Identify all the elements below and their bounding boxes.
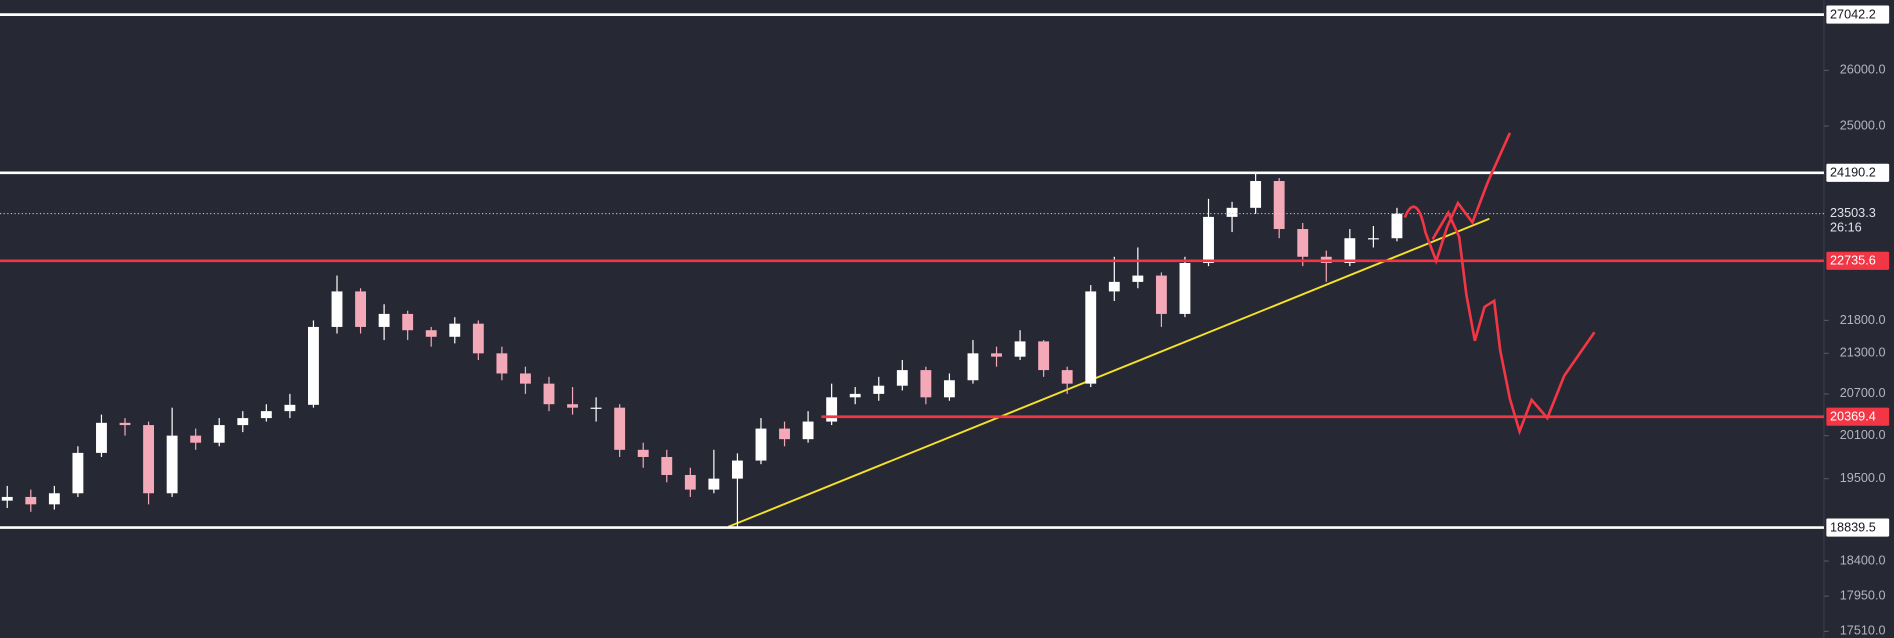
candle-body: [96, 422, 107, 453]
candle-body: [1014, 341, 1026, 357]
candle-body: [166, 435, 178, 494]
candle-body: [331, 291, 343, 327]
last-price-label: 23503.3: [1830, 206, 1876, 220]
candle-body: [190, 435, 202, 443]
y-tick-label: 21800.0: [1840, 313, 1886, 327]
candle-body: [755, 428, 767, 461]
candle-body: [896, 370, 908, 386]
forecast-up: [1403, 132, 1512, 266]
candle-body: [1, 496, 13, 501]
candle-body: [72, 452, 84, 494]
level-label-box: [1826, 163, 1890, 182]
candle-body: [1038, 341, 1050, 371]
last-price-box: [1826, 203, 1890, 236]
candle-body: [472, 323, 484, 354]
level-label: 22735.6: [1830, 254, 1876, 268]
candle-body: [1391, 213, 1403, 239]
candle-body: [1179, 263, 1191, 314]
y-tick-label: 20700.0: [1840, 386, 1886, 400]
y-tick-label: 20100.0: [1840, 428, 1886, 442]
candle-body: [119, 422, 131, 426]
candle-body: [943, 380, 955, 398]
candle-body: [496, 353, 508, 374]
trend-line: [728, 217, 1490, 528]
candle-body: [731, 460, 743, 479]
candle-body: [1108, 281, 1120, 292]
y-tick-label: 26000.0: [1840, 63, 1886, 77]
candle-body: [425, 330, 437, 337]
y-tick-label: 25000.0: [1840, 118, 1886, 132]
candle-body: [355, 291, 366, 327]
countdown: 26:16: [1830, 220, 1862, 234]
level-label-box: [1826, 251, 1890, 270]
candle-body: [308, 326, 319, 405]
candle-body: [1273, 181, 1285, 230]
candle-body: [684, 475, 696, 490]
candle-body: [1132, 275, 1144, 282]
y-tick-label: 17950.0: [1840, 589, 1886, 603]
candle-body: [143, 425, 155, 494]
candle-body: [802, 421, 814, 440]
candle-body: [991, 353, 1002, 357]
candle-body: [378, 313, 390, 327]
candle-body: [284, 404, 296, 412]
candle-body: [1203, 216, 1214, 264]
y-tick-label: 18400.0: [1840, 553, 1886, 567]
candle-body: [873, 385, 885, 394]
candle-body: [25, 496, 37, 505]
level-label: 27042.2: [1830, 8, 1876, 22]
candle-body: [449, 323, 461, 337]
level-label: 20369.4: [1830, 410, 1876, 424]
candle-body: [1061, 370, 1073, 384]
candle-body: [826, 397, 838, 422]
y-tick-label: 17510.0: [1840, 624, 1886, 638]
candle-body: [590, 407, 602, 409]
candle-body: [967, 353, 979, 381]
level-label: 18839.5: [1830, 520, 1876, 534]
candle-body: [661, 456, 673, 476]
level-label-box: [1826, 5, 1890, 24]
candle-body: [1297, 229, 1309, 257]
candle-body: [1250, 181, 1262, 208]
level-label: 24190.2: [1830, 166, 1876, 180]
candle-body: [708, 478, 720, 490]
candle-body: [402, 313, 414, 331]
candle-body: [237, 418, 249, 426]
candle-body: [260, 411, 272, 419]
forecast-down: [1431, 209, 1596, 436]
candle-body: [1155, 275, 1167, 314]
candle-body: [48, 493, 60, 505]
candle-body: [637, 449, 649, 457]
candle-body: [614, 407, 626, 450]
candle-body: [1367, 238, 1379, 240]
candle-body: [1344, 238, 1356, 264]
candle-body: [567, 404, 578, 408]
candle-body: [779, 428, 790, 440]
candle-body: [920, 370, 932, 398]
candle-body: [849, 393, 861, 398]
level-label-box: [1826, 518, 1890, 537]
candle-body: [213, 425, 225, 443]
y-tick-label: 21300.0: [1840, 346, 1886, 360]
y-tick-label: 19500.0: [1840, 471, 1886, 485]
candle-body: [520, 373, 531, 384]
candle-body: [1085, 291, 1097, 384]
candle-body: [543, 383, 555, 405]
level-label-box: [1826, 407, 1890, 426]
candle-body: [1226, 207, 1238, 217]
